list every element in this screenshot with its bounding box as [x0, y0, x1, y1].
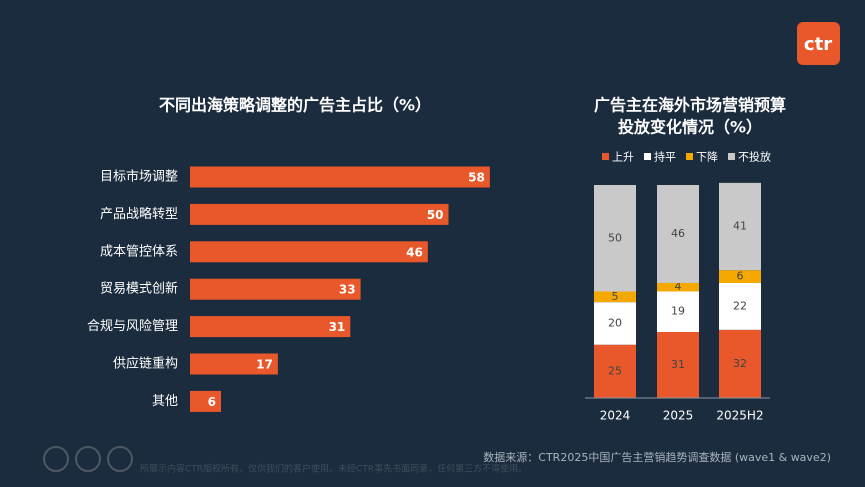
- chart-title: 不同出海策略调整的广告主占比（%）: [159, 96, 431, 115]
- value-label: 6: [737, 270, 744, 283]
- value-label: 31: [671, 358, 685, 371]
- bar-segment: [657, 185, 699, 283]
- value-label: 32: [733, 357, 747, 370]
- legend-label: 不投放: [738, 150, 771, 164]
- legend-swatch: [644, 153, 651, 160]
- bar-segment: [594, 291, 636, 303]
- bar: [190, 390, 222, 412]
- bar-segment: [719, 182, 761, 271]
- y-tick-label: 成本管控体系: [100, 244, 178, 259]
- value-label: 20: [608, 316, 622, 329]
- chart-title: 投放变化情况（%）: [618, 118, 762, 137]
- value-label: 50: [427, 208, 444, 222]
- y-tick-label: 目标市场调整: [100, 169, 178, 185]
- value-label: 46: [406, 245, 423, 259]
- value-label: 41: [733, 220, 747, 233]
- legend-label: 下降: [696, 150, 718, 164]
- y-tick-label: 合规与风险管理: [87, 319, 178, 334]
- legend-label: 持平: [654, 150, 676, 164]
- value-label: 19: [671, 305, 685, 318]
- y-tick-label: 产品战略转型: [100, 206, 178, 222]
- chart-title: 广告主在海外市场营销预算: [594, 96, 786, 115]
- bar-segment: [719, 270, 761, 283]
- bar: [190, 353, 278, 375]
- source: 数据来源：CTR2025中国广告主营销趋势调查数据 (wave1 & wave2…: [483, 450, 831, 464]
- bar-segment: [657, 282, 699, 292]
- disclaimer: 所展示内容CTR版权所有，仅供我们的客户使用。未经CTR事先书面同意，任何第三方…: [140, 463, 527, 475]
- bar: [190, 241, 428, 263]
- bar-segment: [594, 185, 636, 292]
- badges: [43, 446, 133, 472]
- value-label: 25: [608, 364, 622, 377]
- x-tick-label: 2025: [663, 409, 694, 423]
- bar-segment: [719, 329, 761, 398]
- value-label: 22: [733, 299, 747, 312]
- value-label: 5: [612, 290, 619, 303]
- legend-swatch: [728, 153, 735, 160]
- bar-segment: [594, 302, 636, 345]
- y-tick-label: 贸易模式创新: [100, 281, 178, 297]
- legend-swatch: [686, 153, 693, 160]
- y-tick-label: 供应链重构: [113, 356, 178, 372]
- bar: [190, 203, 449, 225]
- bar-segment: [657, 291, 699, 332]
- bar-segment: [719, 282, 761, 330]
- value-label: 58: [468, 171, 485, 185]
- value-label: 33: [339, 283, 356, 297]
- logo-box: [797, 22, 840, 65]
- y-tick-label: 其他: [152, 394, 178, 409]
- logo: ctr: [804, 34, 832, 55]
- legend-swatch: [602, 153, 609, 160]
- bar-segment: [657, 331, 699, 398]
- bar: [190, 278, 361, 300]
- bar: [190, 316, 351, 338]
- x-tick-label: 2025H2: [716, 409, 763, 423]
- legend-label: 上升: [612, 151, 634, 164]
- value-label: 6: [208, 395, 216, 409]
- value-label: 50: [608, 231, 622, 244]
- value-label: 4: [675, 280, 682, 293]
- x-tick-label: 2024: [600, 409, 631, 423]
- bar-segment: [594, 344, 636, 398]
- value-label: 17: [256, 358, 273, 372]
- value-label: 46: [671, 227, 685, 240]
- value-label: 31: [329, 320, 346, 334]
- bar: [190, 166, 490, 188]
